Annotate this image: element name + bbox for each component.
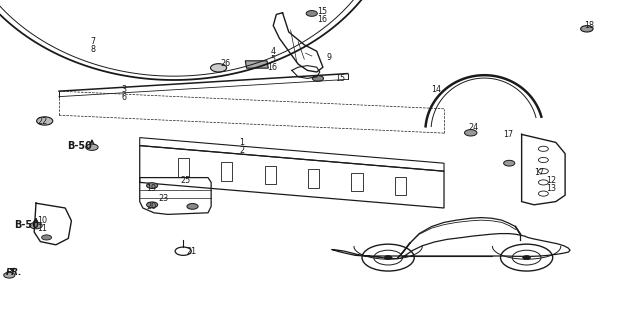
Circle shape — [30, 222, 42, 229]
Text: 12: 12 — [546, 176, 556, 185]
Text: 15: 15 — [335, 74, 345, 83]
Text: 9: 9 — [326, 53, 331, 62]
Bar — [308, 169, 319, 188]
Text: 1: 1 — [239, 138, 244, 147]
Text: 4: 4 — [270, 47, 275, 56]
Text: 26: 26 — [220, 60, 230, 68]
Circle shape — [465, 130, 477, 136]
Text: 20: 20 — [146, 202, 156, 211]
Text: 23: 23 — [158, 194, 168, 203]
Text: 7: 7 — [90, 37, 95, 46]
Text: 25: 25 — [180, 176, 191, 185]
Circle shape — [384, 256, 392, 260]
Circle shape — [523, 256, 530, 260]
Circle shape — [4, 272, 15, 278]
Text: B-50: B-50 — [67, 141, 92, 151]
Circle shape — [211, 64, 227, 72]
Text: 22: 22 — [37, 117, 48, 126]
Bar — [395, 177, 406, 195]
Text: 10: 10 — [37, 216, 47, 225]
Circle shape — [147, 183, 158, 188]
Text: 17: 17 — [534, 168, 544, 177]
Bar — [265, 166, 276, 184]
Circle shape — [86, 144, 98, 150]
Text: 16: 16 — [317, 15, 327, 24]
Text: 13: 13 — [546, 184, 556, 193]
Text: 17: 17 — [503, 130, 513, 139]
Text: 15: 15 — [317, 7, 327, 16]
Text: 11: 11 — [37, 224, 47, 233]
Text: 3: 3 — [121, 85, 126, 94]
Bar — [178, 158, 189, 177]
Polygon shape — [245, 61, 268, 68]
Circle shape — [187, 204, 198, 209]
Circle shape — [42, 235, 52, 240]
Text: 18: 18 — [584, 21, 594, 30]
Text: B-50: B-50 — [14, 220, 39, 230]
Circle shape — [581, 26, 593, 32]
Text: 8: 8 — [90, 45, 95, 54]
Text: 14: 14 — [432, 85, 442, 94]
Circle shape — [312, 76, 324, 81]
Text: 19: 19 — [146, 184, 156, 193]
Bar — [221, 162, 232, 180]
Text: FR.: FR. — [6, 268, 23, 277]
Text: 2: 2 — [239, 146, 244, 155]
Circle shape — [504, 160, 515, 166]
Text: 24: 24 — [469, 124, 479, 132]
Circle shape — [147, 202, 158, 208]
Text: 21: 21 — [186, 247, 196, 256]
Circle shape — [306, 11, 317, 16]
Text: 6: 6 — [121, 93, 126, 102]
Bar — [351, 173, 363, 191]
Text: 5: 5 — [270, 55, 275, 64]
Text: 16: 16 — [267, 63, 277, 72]
Circle shape — [37, 117, 53, 125]
